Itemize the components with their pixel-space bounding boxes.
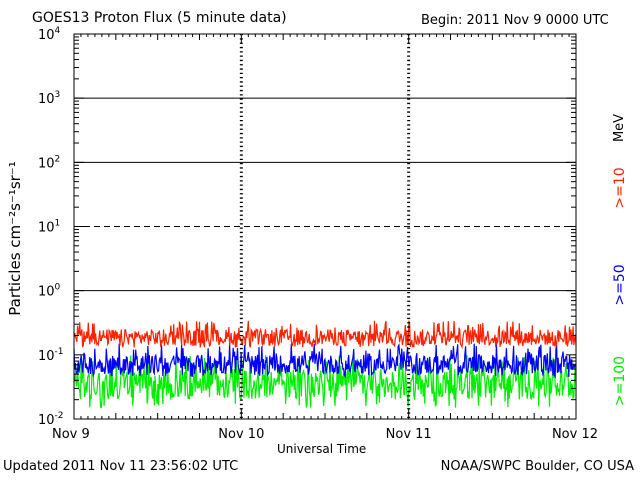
legend-entry-ge10: >=10 bbox=[612, 167, 628, 208]
y-tick-label: 100 bbox=[38, 283, 61, 300]
updated-timestamp: Updated 2011 Nov 11 23:56:02 UTC bbox=[3, 459, 239, 474]
grid-layer bbox=[74, 34, 576, 419]
x-axis-label: Universal Time bbox=[277, 442, 367, 456]
y-axis-label: Particles cm⁻²s⁻¹sr⁻¹ bbox=[6, 161, 24, 315]
axes-layer bbox=[73, 33, 577, 420]
series-layer bbox=[73, 320, 577, 409]
x-tick-label: Nov 12 bbox=[552, 427, 598, 442]
x-tick-label: Nov 10 bbox=[218, 427, 264, 442]
x-tick-labels: Nov 9 Nov 10 Nov 11 Nov 12 bbox=[52, 427, 598, 442]
y-tick-label: 101 bbox=[38, 219, 60, 236]
legend: MeV >=10 >=50 >=100 bbox=[612, 114, 628, 406]
y-tick-labels: 10-2 10-1 100 101 102 103 104 bbox=[38, 26, 64, 428]
legend-unit: MeV bbox=[612, 114, 627, 142]
begin-time-label: Begin: 2011 Nov 9 0000 UTC bbox=[421, 13, 609, 28]
legend-entry-ge100: >=100 bbox=[612, 356, 628, 406]
legend-entry-ge50: >=50 bbox=[612, 264, 628, 305]
chart-title: GOES13 Proton Flux (5 minute data) bbox=[32, 10, 287, 26]
series-line-ge10 bbox=[73, 320, 577, 350]
series-line-ge100 bbox=[73, 355, 577, 409]
credit-label: NOAA/SWPC Boulder, CO USA bbox=[440, 459, 634, 474]
y-tick-label: 10-1 bbox=[38, 347, 64, 364]
y-tick-label: 104 bbox=[38, 26, 61, 43]
x-tick-label: Nov 9 bbox=[52, 427, 90, 442]
y-tick-label: 102 bbox=[38, 154, 60, 171]
x-tick-label: Nov 11 bbox=[386, 427, 432, 442]
series-line-ge50 bbox=[73, 343, 577, 379]
y-axis-label-text: Particles cm⁻²s⁻¹sr⁻¹ bbox=[6, 161, 24, 315]
y-tick-label: 10-2 bbox=[38, 411, 64, 428]
y-tick-label: 103 bbox=[38, 90, 60, 107]
